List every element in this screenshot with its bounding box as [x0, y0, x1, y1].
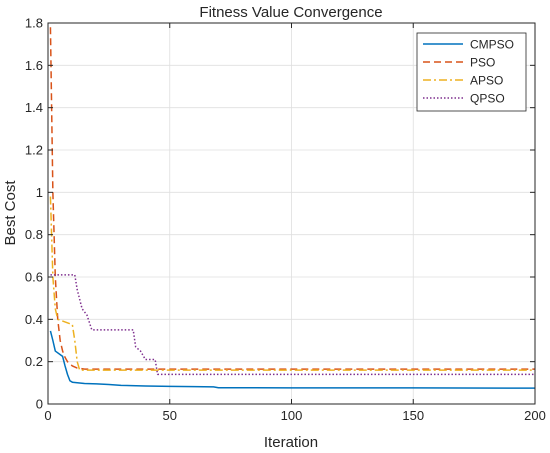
y-tick-label: 0.8: [25, 227, 43, 242]
x-tick-label: 200: [524, 408, 546, 423]
series-line-cmpso: [49, 330, 536, 389]
y-tick-label: 0: [36, 397, 43, 412]
x-axis-label: Iteration: [264, 434, 318, 451]
x-tick-label: 100: [281, 408, 303, 423]
legend-label-cmpso: CMPSO: [470, 38, 514, 52]
x-tick-labels: 0 50 100 150 200: [44, 408, 545, 423]
series-line-pso: [49, 27, 535, 370]
legend-label-pso: PSO: [470, 56, 495, 70]
y-tick-label: 1: [36, 185, 43, 200]
chart-title: Fitness Value Convergence: [199, 4, 382, 21]
y-axis-label: Best Cost: [2, 180, 19, 246]
legend: CMPSO PSO APSO QPSO: [416, 32, 527, 112]
series-line-apso: [49, 196, 535, 371]
tick-marks: [47, 22, 536, 405]
y-tick-label: 0.4: [25, 312, 43, 327]
y-tick-labels: 0 0.2 0.4 0.6 0.8 1 1.2 1.4 1.6 1.8: [25, 16, 43, 412]
series-line-qpso: [50, 274, 535, 376]
x-tick-label: 150: [402, 408, 424, 423]
legend-label-qpso: QPSO: [470, 92, 505, 106]
y-tick-label: 0.6: [25, 270, 43, 285]
legend-box: [416, 32, 527, 112]
y-tick-label: 0.2: [25, 354, 43, 369]
y-tick-label: 1.6: [25, 58, 43, 73]
series-layer: [49, 27, 536, 389]
y-tick-label: 1.4: [25, 100, 43, 115]
x-tick-label: 0: [44, 408, 51, 423]
y-tick-label: 1.8: [25, 16, 43, 31]
y-tick-label: 1.2: [25, 143, 43, 158]
legend-label-apso: APSO: [470, 74, 503, 88]
x-tick-label: 50: [163, 408, 177, 423]
